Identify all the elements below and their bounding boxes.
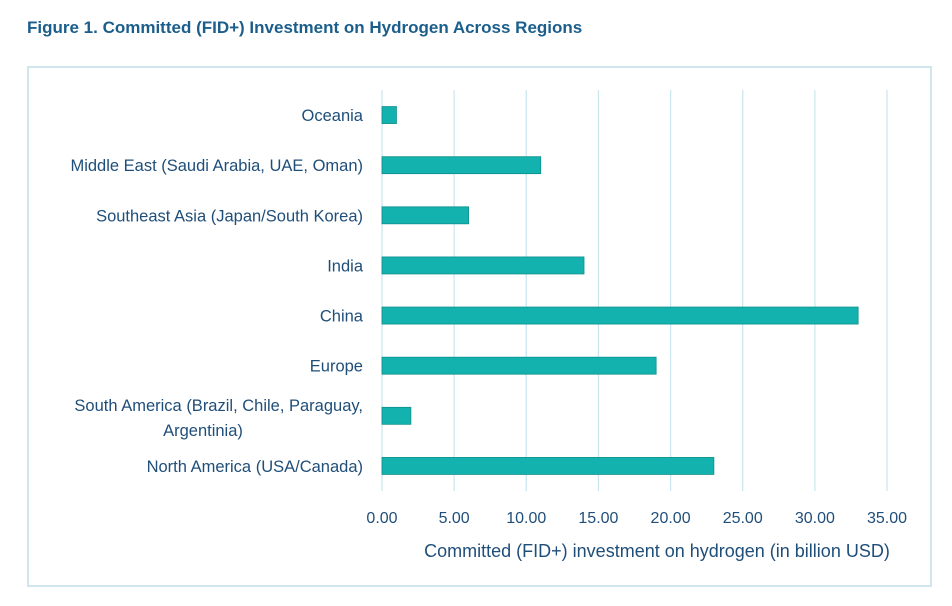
x-tick-label: 15.00 — [578, 510, 618, 527]
bar — [381, 256, 585, 275]
x-tick-labels: 0.00 5.00 10.00 15.00 20.00 25.00 30.00 35.00 — [366, 510, 907, 527]
x-tick-label: 30.00 — [795, 510, 835, 527]
bar — [381, 106, 397, 124]
category-label: Southeast Asia (Japan/South Korea) — [96, 207, 363, 225]
x-tick-label: 25.00 — [723, 510, 763, 527]
bar — [381, 406, 412, 425]
bar — [381, 457, 715, 475]
x-tick-label: 0.00 — [366, 510, 397, 527]
x-tick-label: 35.00 — [867, 510, 907, 527]
chart-frame — [27, 66, 932, 587]
figure-title: Figure 1. Committed (FID+) Investment on… — [27, 18, 583, 37]
bar — [381, 206, 469, 225]
category-label: India — [327, 257, 364, 275]
gridlines — [381, 90, 888, 491]
category-label: South America (Brazil, Chile, Paraguay, A… — [74, 397, 363, 440]
bar — [381, 306, 859, 325]
category-label: Middle East (Saudi Arabia, UAE, Oman) — [70, 157, 363, 175]
category-labels: Oceania Middle East (Saudi Arabia, UAE, O… — [70, 107, 363, 476]
x-tick-label: 5.00 — [439, 510, 470, 527]
x-tick-label: 20.00 — [651, 510, 691, 527]
bars — [381, 106, 859, 475]
bar — [381, 156, 542, 175]
bar — [381, 356, 657, 375]
x-axis-label: Committed (FID+) investment on hydrogen … — [424, 541, 890, 561]
category-label: Oceania — [302, 107, 364, 125]
x-tick-label: 10.00 — [506, 510, 546, 527]
category-label: North America (USA/Canada) — [147, 458, 363, 476]
category-label: Europe — [310, 358, 363, 376]
category-label: China — [320, 308, 364, 326]
